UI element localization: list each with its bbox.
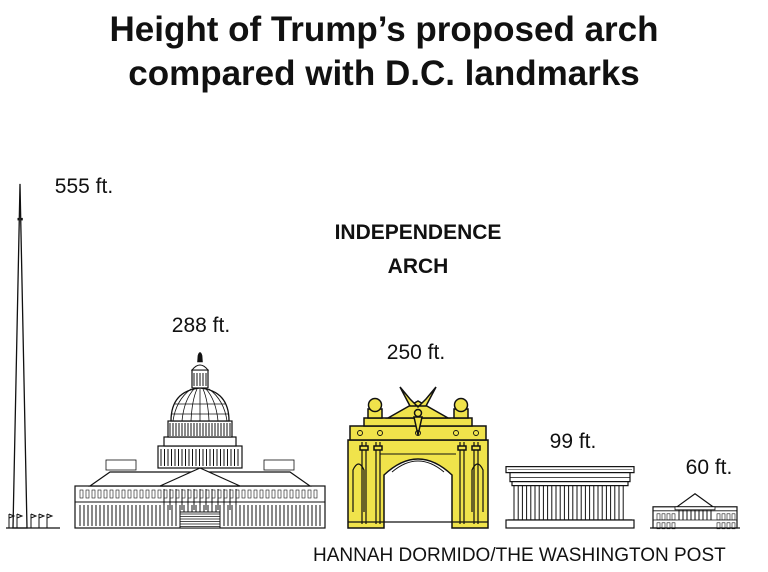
title-line-1: Height of Trump’s proposed arch <box>109 10 659 49</box>
memorial-icon <box>505 466 635 529</box>
value-label: 99 ft. <box>550 430 597 453</box>
chart-title: Height of Trump’s proposed arch compared… <box>0 8 768 96</box>
obelisk-icon <box>6 183 60 529</box>
value-label: 250 ft. <box>387 341 445 364</box>
value-label: 555 ft. <box>55 175 113 198</box>
arch-name-label: INDEPENDENCE <box>335 221 502 244</box>
arch-icon <box>347 386 489 529</box>
credit-line: HANNAH DORMIDO/THE WASHINGTON POST <box>313 545 726 566</box>
white-house-icon <box>650 493 740 530</box>
title-line-2: compared with D.C. landmarks <box>128 54 640 93</box>
arch-name-label: ARCH <box>388 255 449 278</box>
chart-labels: 555 ft. 288 ft. 250 ft. 99 ft. 60 ft. INDEPEN… <box>55 175 733 479</box>
value-label: 288 ft. <box>172 314 230 337</box>
capitol-icon <box>74 352 326 529</box>
chart-marks <box>6 183 740 530</box>
value-label: 60 ft. <box>686 456 733 479</box>
